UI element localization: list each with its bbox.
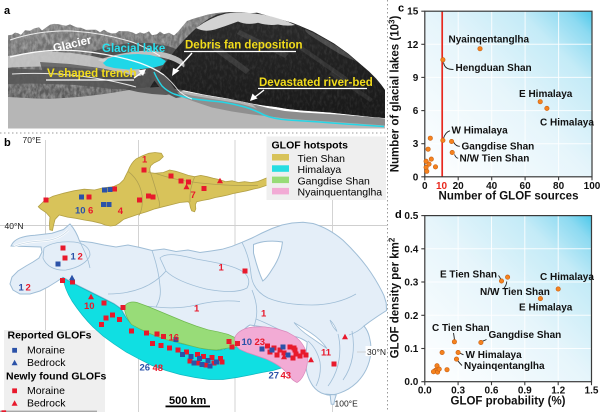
svg-text:0.1: 0.1: [404, 344, 418, 355]
svg-text:c: c: [398, 3, 404, 15]
svg-text:E Himalaya: E Himalaya: [519, 303, 573, 314]
svg-text:Debris fan deposition: Debris fan deposition: [185, 40, 303, 52]
svg-text:Number of GLOF sources: Number of GLOF sources: [439, 191, 579, 203]
svg-text:0: 0: [422, 181, 428, 192]
svg-text:1: 1: [261, 309, 267, 320]
svg-text:10: 10: [75, 206, 86, 217]
svg-text:43: 43: [281, 371, 292, 382]
svg-text:500 km: 500 km: [169, 395, 207, 407]
svg-text:Gangdise Shan: Gangdise Shan: [489, 330, 562, 341]
svg-text:0.9: 0.9: [518, 386, 532, 397]
svg-text:1: 1: [142, 155, 148, 166]
svg-text:Number of glacial lakes (103): Number of glacial lakes (103): [388, 16, 402, 173]
svg-text:1.5: 1.5: [585, 386, 599, 397]
svg-text:GLOF probability (%): GLOF probability (%): [451, 396, 566, 408]
svg-text:27: 27: [269, 371, 280, 382]
svg-text:10: 10: [84, 301, 95, 312]
svg-text:W Himalaya: W Himalaya: [466, 350, 523, 361]
svg-text:40°N: 40°N: [5, 221, 24, 231]
svg-text:d: d: [395, 209, 402, 221]
svg-text:2: 2: [26, 283, 31, 294]
svg-text:15: 15: [407, 7, 419, 18]
svg-text:6: 6: [88, 206, 93, 217]
svg-text:20: 20: [453, 181, 465, 192]
svg-text:7: 7: [191, 190, 196, 201]
svg-text:Newly found GLOFs: Newly found GLOFs: [6, 370, 106, 382]
svg-text:1.2: 1.2: [551, 386, 565, 397]
svg-text:E Himalaya: E Himalaya: [519, 89, 573, 100]
svg-text:1: 1: [219, 263, 225, 274]
svg-text:6: 6: [413, 106, 419, 117]
svg-text:30°N: 30°N: [367, 347, 386, 357]
svg-text:12: 12: [407, 40, 419, 51]
svg-text:C Tien Shan: C Tien Shan: [432, 323, 490, 334]
svg-text:3: 3: [413, 139, 419, 150]
svg-text:0.0: 0.0: [404, 377, 418, 388]
svg-text:1: 1: [19, 283, 25, 294]
svg-text:0.6: 0.6: [485, 386, 499, 397]
svg-text:11: 11: [321, 348, 332, 359]
svg-text:C Himalaya: C Himalaya: [540, 118, 594, 129]
svg-text:70°E: 70°E: [23, 135, 42, 145]
svg-text:Nyainqentanglha: Nyainqentanglha: [449, 35, 530, 46]
svg-text:GLOF density per km2: GLOF density per km2: [388, 237, 402, 358]
svg-text:Devastated river-bed: Devastated river-bed: [259, 77, 373, 89]
svg-text:0.3: 0.3: [404, 278, 418, 289]
svg-text:Reported GLOFs: Reported GLOFs: [8, 330, 92, 342]
svg-text:Moraine: Moraine: [27, 385, 65, 397]
svg-text:a: a: [4, 5, 11, 17]
svg-text:Tien Shan: Tien Shan: [298, 153, 346, 165]
svg-text:b: b: [4, 137, 11, 149]
svg-text:W Himalaya: W Himalaya: [452, 126, 509, 137]
svg-text:Glacial lake: Glacial lake: [102, 43, 165, 55]
svg-text:Hengduan Shan: Hengduan Shan: [456, 63, 532, 74]
svg-text:V-shaped trench: V-shaped trench: [47, 68, 136, 80]
svg-text:N/W Tien Shan: N/W Tien Shan: [460, 154, 530, 165]
svg-text:Nyainqentanglha: Nyainqentanglha: [464, 361, 545, 372]
svg-text:10: 10: [242, 337, 253, 348]
svg-text:N/W Tien Shan: N/W Tien Shan: [480, 287, 550, 298]
svg-text:1: 1: [71, 252, 77, 263]
svg-text:Bedrock: Bedrock: [27, 398, 66, 410]
svg-text:100°E: 100°E: [335, 399, 359, 409]
svg-text:0.2: 0.2: [404, 311, 418, 322]
svg-text:2: 2: [78, 252, 83, 263]
svg-text:Gangdise Shan: Gangdise Shan: [298, 175, 371, 187]
svg-text:16: 16: [169, 333, 180, 344]
svg-text:9: 9: [413, 73, 419, 84]
svg-text:80: 80: [553, 181, 565, 192]
svg-text:Bedrock: Bedrock: [27, 357, 66, 369]
svg-text:48: 48: [153, 363, 164, 374]
svg-text:1: 1: [194, 304, 200, 315]
svg-text:C Himalaya: C Himalaya: [540, 272, 594, 283]
svg-text:Gangdise Shan: Gangdise Shan: [462, 142, 535, 153]
svg-text:0.4: 0.4: [404, 244, 418, 255]
svg-text:100: 100: [584, 181, 600, 192]
svg-text:0.5: 0.5: [404, 211, 418, 222]
svg-text:10: 10: [436, 181, 448, 192]
svg-text:4: 4: [118, 206, 124, 217]
svg-text:0.3: 0.3: [451, 386, 465, 397]
svg-text:0: 0: [413, 172, 419, 183]
svg-text:Moraine: Moraine: [27, 345, 65, 357]
svg-text:23: 23: [255, 337, 266, 348]
svg-text:60: 60: [520, 181, 532, 192]
svg-text:0.0: 0.0: [418, 386, 432, 397]
svg-text:E Tien Shan: E Tien Shan: [440, 270, 497, 281]
svg-text:Nyainquentanglha: Nyainquentanglha: [298, 187, 383, 199]
svg-text:40: 40: [486, 181, 498, 192]
svg-text:GLOF hotspots: GLOF hotspots: [272, 140, 349, 152]
svg-text:26: 26: [140, 363, 151, 374]
svg-text:Himalaya: Himalaya: [298, 164, 342, 176]
